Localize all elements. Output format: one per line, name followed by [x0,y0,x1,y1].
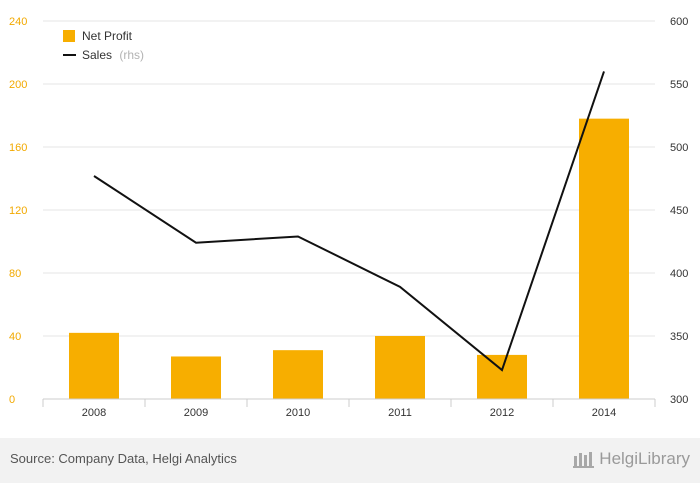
x-axis-ticks: 2008 2009 2010 2011 2012 2014 [42,399,656,419]
right-tick-label: 400 [670,268,688,280]
brand-text: HelgiLibrary [599,449,690,468]
sales-line [93,71,605,372]
legend-label-net-profit: Net Profit [82,29,133,43]
brand-logo: HelgiLibrary [573,449,690,469]
source-text: Source: Company Data, Helgi Analytics [10,451,237,466]
left-tick-label: 160 [9,142,27,154]
x-tick-label: 2010 [286,407,310,419]
legend-swatch-net-profit [63,30,75,42]
left-tick-label: 120 [9,205,27,217]
left-tick-label: 80 [9,268,21,280]
legend-label-sales: Sales [82,48,112,62]
left-axis-ticks: 0 40 80 120 160 200 240 [9,16,27,406]
gridlines [43,20,655,337]
left-tick-label: 200 [9,79,27,91]
right-tick-label: 450 [670,205,688,217]
right-tick-label: 300 [670,394,688,406]
library-icon [573,452,595,468]
x-tick-label: 2014 [592,407,616,419]
legend-label-sales-suffix: (rhs) [119,48,144,62]
left-tick-label: 40 [9,331,21,343]
x-tick-label: 2011 [388,407,412,419]
footer: Source: Company Data, Helgi Analytics He… [0,438,700,483]
net-profit-bar [273,350,323,399]
left-tick-label: 240 [9,16,27,28]
net-profit-bar [375,336,425,399]
legend: Net Profit Sales (rhs) [63,29,144,62]
net-profit-bar [477,354,527,399]
x-tick-label: 2012 [490,407,514,419]
net-profit-bars [69,118,629,400]
net-profit-bar [579,118,629,400]
sales-polyline [93,71,605,372]
net-profit-bar [171,356,221,399]
net-profit-bar [69,332,119,399]
right-tick-label: 350 [670,331,688,343]
svg-text:Sales (rhs): Sales (rhs) [82,48,144,62]
left-tick-label: 0 [9,394,15,406]
x-tick-label: 2008 [82,407,106,419]
right-tick-label: 550 [670,79,688,91]
right-tick-label: 600 [670,16,688,28]
right-axis-ticks: 300 350 400 450 500 550 600 [670,16,688,406]
x-tick-label: 2009 [184,407,208,419]
right-tick-label: 500 [670,142,688,154]
